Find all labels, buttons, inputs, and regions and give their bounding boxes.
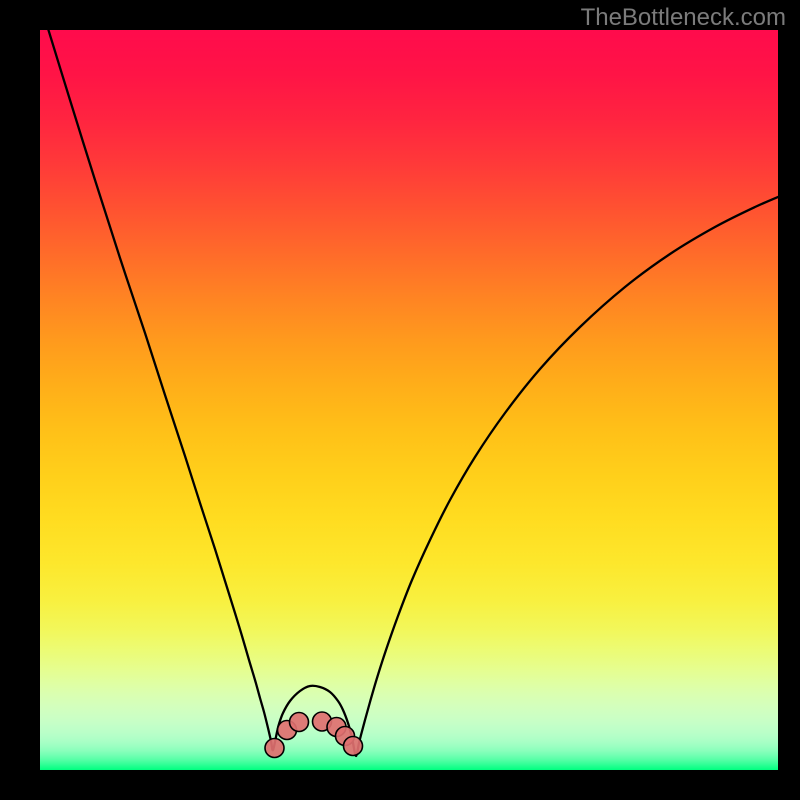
watermark-text: TheBottleneck.com	[581, 4, 786, 32]
chart-svg	[40, 30, 778, 770]
gradient-background	[40, 30, 778, 770]
cap-marker	[344, 737, 363, 756]
plot-area	[40, 30, 778, 770]
cap-marker	[290, 713, 309, 732]
cap-marker	[265, 739, 284, 758]
